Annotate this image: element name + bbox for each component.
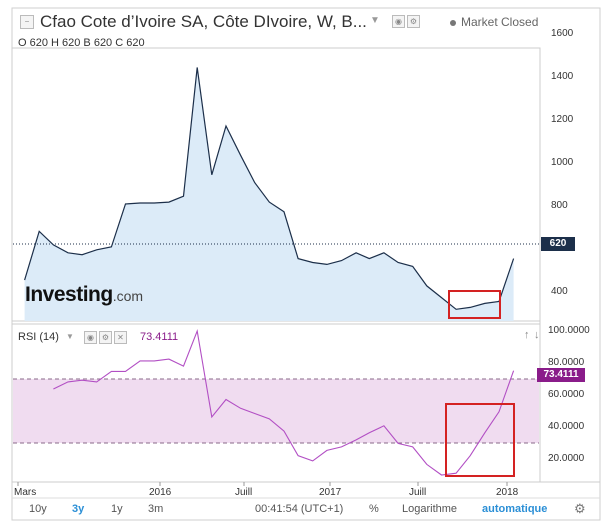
logo-suffix: .com <box>112 288 144 304</box>
price-axis-label: 1200 <box>551 114 574 125</box>
dropdown-caret-icon[interactable]: ▼ <box>370 15 380 26</box>
rsi-settings-icon[interactable]: ◉ <box>84 331 97 344</box>
x-axis-label: Mars <box>14 487 37 498</box>
x-axis-label: 2018 <box>496 487 519 498</box>
logo-main: Investing <box>25 283 113 306</box>
auto-scale-toggle[interactable]: automatique <box>482 503 548 515</box>
period-3y-button[interactable]: 3y <box>72 503 85 515</box>
rsi-last-value-badge: 73.4111 <box>537 368 585 382</box>
rsi-up-arrow-icon[interactable]: ↑ <box>524 329 530 341</box>
x-axis-label: 2016 <box>149 487 172 498</box>
price-axis-label: 800 <box>551 200 568 211</box>
price-axis-label: 1600 <box>551 28 574 39</box>
clock-readout: 00:41:54 (UTC+1) <box>255 503 344 515</box>
price-series <box>24 67 515 321</box>
rsi-axis-label: 80.0000 <box>548 357 585 368</box>
rsi-value: 73.4111 <box>140 331 179 343</box>
rsi-axis-label: 20.0000 <box>548 453 585 464</box>
log-toggle[interactable]: Logarithme <box>402 503 458 515</box>
x-axis-ticks <box>17 482 508 486</box>
rsi-series <box>53 328 515 476</box>
price-axis-label: 1000 <box>551 157 574 168</box>
market-status-label: Market Closed <box>461 15 539 29</box>
chart-toggle-icon[interactable]: − <box>20 15 34 29</box>
price-highlight-box <box>448 290 501 319</box>
rsi-band <box>13 379 539 443</box>
percent-toggle[interactable]: % <box>369 503 379 515</box>
rsi-axis-label: 40.0000 <box>548 421 585 432</box>
rsi-label: RSI (14) <box>18 331 59 343</box>
settings-icon[interactable]: ◉ <box>392 15 405 28</box>
rsi-axis-label: 100.0000 <box>548 325 590 336</box>
period-1y-button[interactable]: 1y <box>111 503 123 515</box>
rsi-axis-label: 60.0000 <box>548 389 585 400</box>
rsi-gear-icon[interactable]: ⚙ <box>99 331 112 344</box>
gear-icon[interactable]: ⚙ <box>407 15 420 28</box>
price-axis-label: 1400 <box>551 71 574 82</box>
chart-settings-gear-icon[interactable]: ⚙ <box>574 501 586 516</box>
status-dot-icon <box>450 19 456 26</box>
price-area-fill <box>24 67 514 321</box>
investing-logo: Investing.com <box>25 283 143 307</box>
x-axis-label: 2017 <box>319 487 342 498</box>
rsi-highlight-box <box>445 403 515 477</box>
price-axis-label: 400 <box>551 286 568 297</box>
rsi-dropdown-caret-icon[interactable]: ▼ <box>66 332 74 341</box>
rsi-close-icon[interactable]: ✕ <box>114 331 127 344</box>
ohlc-readout: O 620 H 620 B 620 C 620 <box>18 37 145 49</box>
x-axis-label: Juill <box>235 487 253 498</box>
chart-title: Cfao Cote d’Ivoire SA, Côte DIvoire, W, … <box>40 12 367 31</box>
x-axis-label: Juill <box>409 487 427 498</box>
period-3m-button[interactable]: 3m <box>148 503 164 515</box>
last-price-badge: 620 <box>541 237 575 251</box>
rsi-down-arrow-icon[interactable]: ↓ <box>534 329 540 341</box>
period-10y-button[interactable]: 10y <box>29 503 47 515</box>
market-status: Market Closed <box>450 15 538 29</box>
